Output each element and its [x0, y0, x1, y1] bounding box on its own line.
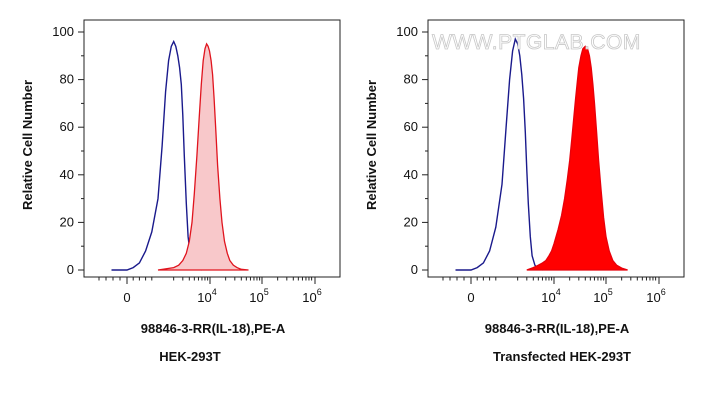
y-tick-label: 0 — [411, 262, 418, 277]
histogram-series-outline — [455, 37, 543, 271]
x-tick-label: 106 — [302, 287, 321, 305]
x-tick-label: 0 — [467, 290, 474, 305]
histogram-series-outline — [111, 39, 203, 271]
panel-caption: Transfected HEK-293T — [493, 349, 631, 364]
y-tick-label: 80 — [404, 72, 418, 87]
y-tick-label: 40 — [60, 167, 74, 182]
plot-frame — [83, 19, 341, 278]
y-tick-label: 80 — [60, 72, 74, 87]
plot-frame — [427, 19, 685, 278]
y-axis: 0 20 40 60 80 100 — [396, 24, 428, 277]
y-tick-label: 0 — [67, 262, 74, 277]
x-tick-label: 105 — [249, 287, 268, 305]
x-axis: 0 104 105 106 — [442, 277, 666, 305]
x-tick-label: 104 — [541, 287, 560, 305]
y-axis: 0 20 40 60 80 100 — [52, 24, 84, 277]
y-axis-title: Relative Cell Number — [20, 80, 35, 210]
histogram-series-fill — [526, 45, 628, 271]
y-tick-label: 40 — [404, 167, 418, 182]
y-tick-label: 20 — [60, 214, 74, 229]
x-axis-title: 98846-3-RR(IL-18),PE-A — [141, 321, 286, 336]
x-axis-title: 98846-3-RR(IL-18),PE-A — [485, 321, 630, 336]
y-tick-label: 60 — [60, 119, 74, 134]
x-tick-label: 105 — [593, 287, 612, 305]
plot-area — [455, 37, 628, 271]
x-axis: 0 104 105 106 — [98, 277, 322, 305]
y-tick-label: 100 — [396, 24, 418, 39]
histogram-panel-hek293t: 0 20 40 60 80 100 0 104 105 106 Relative Cell Nu… — [20, 19, 341, 364]
histogram-series-fill — [157, 42, 249, 271]
plot-area — [111, 39, 249, 271]
watermark: WWW.PTGLAB.COM — [432, 31, 641, 54]
y-tick-label: 20 — [404, 214, 418, 229]
panel-caption: HEK-293T — [159, 349, 220, 364]
y-axis-title: Relative Cell Number — [364, 80, 379, 210]
x-tick-label: 0 — [123, 290, 130, 305]
y-tick-label: 60 — [404, 119, 418, 134]
x-tick-label: 106 — [646, 287, 665, 305]
histogram-panel-transfected-hek293t: WWW.PTGLAB.COM 0 20 40 60 80 100 0 104 105 106 R… — [364, 19, 685, 364]
x-tick-label: 104 — [197, 287, 216, 305]
y-tick-label: 100 — [52, 24, 74, 39]
